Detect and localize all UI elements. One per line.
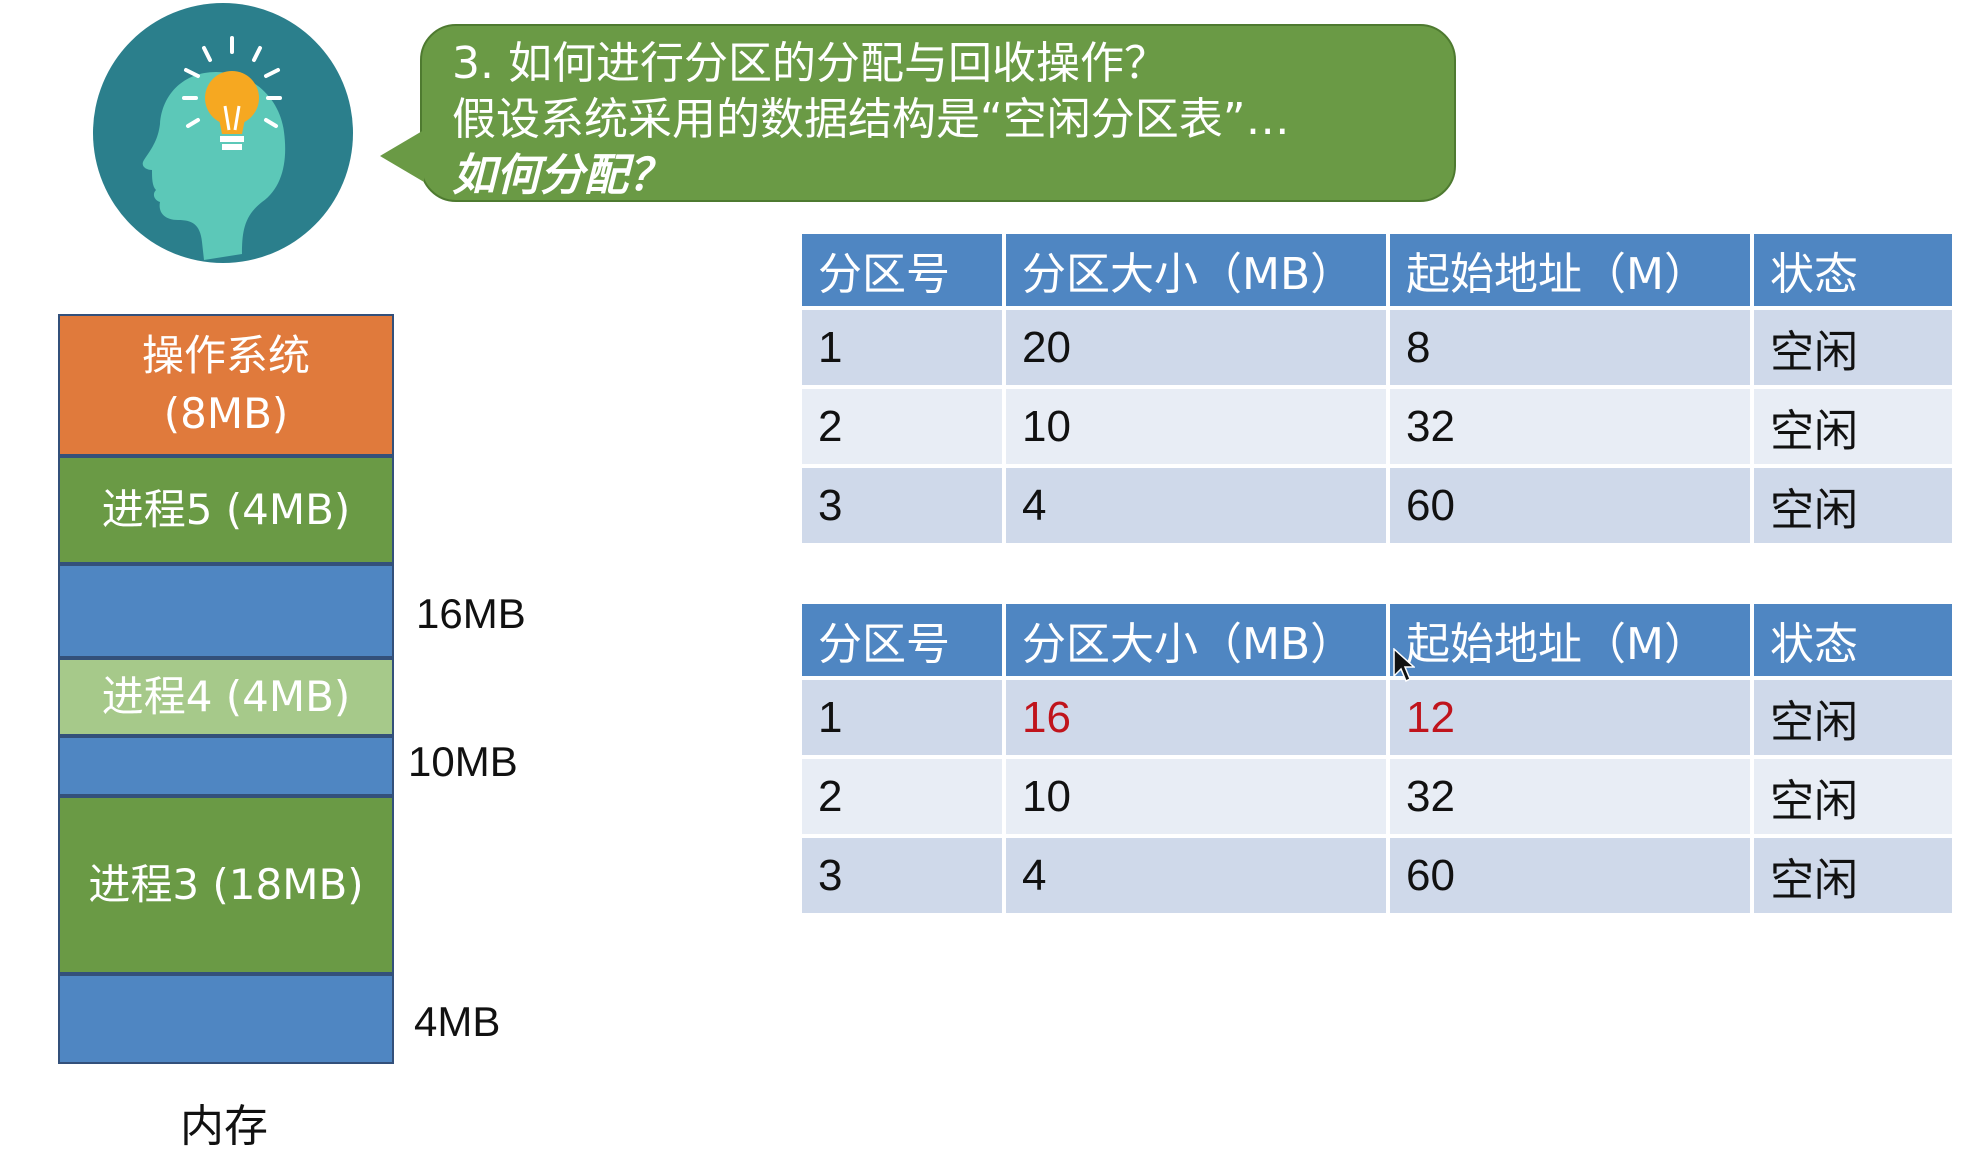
process5-block: 进程5 (4MB) <box>58 456 394 564</box>
free-size-label-16mb: 16MB <box>416 590 526 637</box>
os-block-label: 操作系统 (8MB) <box>141 331 310 438</box>
header-status: 状态 <box>1754 604 1952 676</box>
process4-label: 进程4 (4MB) <box>101 672 351 721</box>
free-partition-table-after: 分区号 分区大小（MB） 起始地址（M） 状态 1 16 12 空闲 2 10 … <box>798 600 1956 917</box>
cell-status: 空闲 <box>1754 680 1952 755</box>
cell-start-address: 32 <box>1390 759 1750 834</box>
table-header-row: 分区号 分区大小（MB） 起始地址（M） 状态 <box>802 234 1952 306</box>
cell-partition-size: 4 <box>1006 468 1386 543</box>
free-size-label-10mb: 10MB <box>408 738 518 785</box>
header-status: 状态 <box>1754 234 1952 306</box>
memory-caption: 内存 <box>180 1101 268 1152</box>
table-row: 3 4 60 空闲 <box>802 838 1952 913</box>
header-partition-size: 分区大小（MB） <box>1006 604 1386 676</box>
free-partition-table-before: 分区号 分区大小（MB） 起始地址（M） 状态 1 20 8 空闲 2 10 3… <box>798 230 1956 547</box>
question-line-2: 假设系统采用的数据结构是“空闲分区表”… <box>452 94 1290 145</box>
cell-partition-size: 4 <box>1006 838 1386 913</box>
cell-partition-no: 1 <box>802 310 1002 385</box>
header-partition-no: 分区号 <box>802 234 1002 306</box>
table-row: 1 16 12 空闲 <box>802 680 1952 755</box>
cell-start-address: 60 <box>1390 838 1750 913</box>
cell-start-address: 8 <box>1390 310 1750 385</box>
cell-status: 空闲 <box>1754 759 1952 834</box>
os-block: 操作系统 (8MB) <box>58 314 394 456</box>
process4-block: 进程4 (4MB) <box>58 658 394 736</box>
cell-partition-no: 1 <box>802 680 1002 755</box>
process3-block: 进程3 (18MB) <box>58 796 394 974</box>
cell-status: 空闲 <box>1754 310 1952 385</box>
table-header-row: 分区号 分区大小（MB） 起始地址（M） 状态 <box>802 604 1952 676</box>
table-row: 2 10 32 空闲 <box>802 389 1952 464</box>
thinking-head-icon <box>93 3 353 263</box>
free-size-label-4mb: 4MB <box>414 998 501 1045</box>
header-partition-no: 分区号 <box>802 604 1002 676</box>
header-start-address: 起始地址（M） <box>1390 234 1750 306</box>
header-start-address: 起始地址（M） <box>1390 604 1750 676</box>
cell-start-address: 32 <box>1390 389 1750 464</box>
cell-partition-size: 10 <box>1006 759 1386 834</box>
free-block-10mb <box>58 736 394 796</box>
cell-partition-no: 3 <box>802 468 1002 543</box>
question-line-1: 3. 如何进行分区的分配与回收操作？ <box>452 38 1168 89</box>
cell-partition-size: 10 <box>1006 389 1386 464</box>
cell-partition-no: 3 <box>802 838 1002 913</box>
table-row: 2 10 32 空闲 <box>802 759 1952 834</box>
cell-partition-no: 2 <box>802 759 1002 834</box>
process5-label: 进程5 (4MB) <box>101 485 351 534</box>
cell-partition-size-updated: 16 <box>1006 680 1386 755</box>
process3-label: 进程3 (18MB) <box>88 860 364 909</box>
cell-partition-no: 2 <box>802 389 1002 464</box>
cell-status: 空闲 <box>1754 389 1952 464</box>
cell-status: 空闲 <box>1754 838 1952 913</box>
free-block-4mb <box>58 974 394 1064</box>
question-line-3: 如何分配？ <box>452 150 672 201</box>
bubble-tail <box>380 130 424 182</box>
cell-start-address-updated: 12 <box>1390 680 1750 755</box>
question-bubble: 3. 如何进行分区的分配与回收操作？ 假设系统采用的数据结构是“空闲分区表”… … <box>380 24 1456 202</box>
header-partition-size: 分区大小（MB） <box>1006 234 1386 306</box>
mouse-cursor-icon <box>1393 648 1415 683</box>
table-row: 1 20 8 空闲 <box>802 310 1952 385</box>
table-row: 3 4 60 空闲 <box>802 468 1952 543</box>
cell-status: 空闲 <box>1754 468 1952 543</box>
cell-start-address: 60 <box>1390 468 1750 543</box>
cell-partition-size: 20 <box>1006 310 1386 385</box>
free-block-16mb <box>58 564 394 658</box>
